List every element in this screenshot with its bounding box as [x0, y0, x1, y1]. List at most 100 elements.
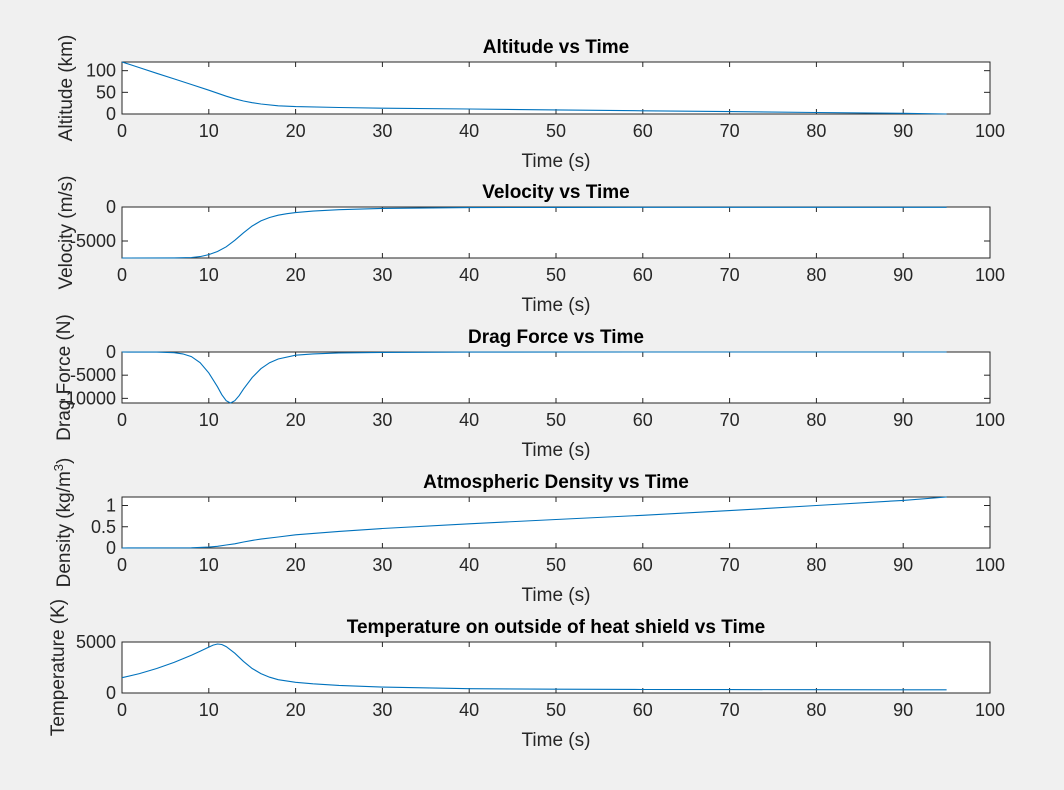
- x-tick-label: 60: [633, 265, 653, 285]
- y-tick-label: 50: [96, 82, 116, 102]
- x-tick-label: 0: [117, 555, 127, 575]
- y-tick-label: 0: [106, 104, 116, 124]
- x-tick-label: 10: [199, 555, 219, 575]
- x-tick-label: 100: [975, 555, 1005, 575]
- y-axis-label: Density (kg/m3): [51, 458, 76, 588]
- x-tick-label: 80: [806, 121, 826, 141]
- x-tick-label: 50: [546, 410, 566, 430]
- series-line: [121, 61, 947, 115]
- x-tick-label: 20: [286, 410, 306, 430]
- y-tick-label: 100: [86, 61, 116, 81]
- y-tick-label: 1: [106, 496, 116, 516]
- x-tick-label: 20: [286, 121, 306, 141]
- y-tick-label: 0: [106, 342, 116, 362]
- x-tick-label: 100: [975, 700, 1005, 720]
- x-tick-label: 30: [372, 410, 392, 430]
- x-axis-label: Time (s): [522, 585, 591, 606]
- x-tick-label: 40: [459, 700, 479, 720]
- series-line: [121, 643, 947, 691]
- series-line: [121, 496, 947, 549]
- subplot-4: 0 10 20 30 40 50 60 70 80 90 100 00.51 Atmospheric D…: [51, 458, 1006, 606]
- chart-title: Velocity vs Time: [482, 182, 630, 203]
- series-line: [121, 351, 947, 404]
- x-tick-label: 50: [546, 555, 566, 575]
- x-tick-label: 30: [372, 265, 392, 285]
- subplot-5: 0 10 20 30 40 50 60 70 80 90 100 0 5000 Temperature o…: [48, 599, 1005, 751]
- x-tick-label: 0: [117, 410, 127, 430]
- x-axis-label: Time (s): [522, 730, 591, 751]
- x-tick-label: 100: [975, 121, 1005, 141]
- x-tick-label: 10: [199, 410, 219, 430]
- plot-area: [121, 641, 991, 694]
- x-tick-label: 10: [199, 700, 219, 720]
- x-tick-label: 100: [975, 265, 1005, 285]
- y-axis-label: Velocity (m/s): [56, 175, 77, 289]
- x-tick-label: 0: [117, 265, 127, 285]
- series-line: [121, 206, 947, 259]
- y-axis-label: Drag Force (N): [54, 314, 75, 441]
- y-axis-label-suffix: ): [54, 458, 75, 464]
- x-tick-label: 90: [893, 121, 913, 141]
- x-tick-label: 60: [633, 410, 653, 430]
- x-axis-label: Time (s): [522, 295, 591, 316]
- x-tick-label: 40: [459, 121, 479, 141]
- x-tick-label: 20: [286, 555, 306, 575]
- x-tick-label: 40: [459, 410, 479, 430]
- x-tick-label: 0: [117, 121, 127, 141]
- x-axis-label: Time (s): [522, 151, 591, 172]
- plot-area: [121, 351, 991, 404]
- x-tick-label: 30: [372, 700, 392, 720]
- y-tick-label: -10000: [60, 388, 116, 408]
- x-tick-label: 60: [633, 121, 653, 141]
- y-axis-label: Temperature (K): [48, 599, 69, 736]
- x-tick-label: 90: [893, 265, 913, 285]
- x-tick-label: 80: [806, 555, 826, 575]
- y-tick-label: 0: [106, 197, 116, 217]
- x-tick-label: 70: [720, 121, 740, 141]
- y-tick-label: 0.5: [91, 517, 116, 537]
- x-tick-label: 100: [975, 410, 1005, 430]
- x-tick-label: 60: [633, 555, 653, 575]
- x-tick-label: 30: [372, 555, 392, 575]
- x-tick-label: 70: [720, 410, 740, 430]
- plot-area: [121, 61, 991, 115]
- x-tick-label: 10: [199, 265, 219, 285]
- y-tick-label: -5000: [70, 231, 116, 251]
- x-tick-label: 90: [893, 700, 913, 720]
- x-tick-label: 80: [806, 265, 826, 285]
- x-tick-label: 80: [806, 700, 826, 720]
- chart-title: Temperature on outside of heat shield vs…: [347, 617, 765, 638]
- x-tick-label: 80: [806, 410, 826, 430]
- x-tick-label: 60: [633, 700, 653, 720]
- x-tick-label: 50: [546, 121, 566, 141]
- x-tick-label: 0: [117, 700, 127, 720]
- chart-title: Altitude vs Time: [483, 37, 629, 58]
- x-tick-label: 90: [893, 410, 913, 430]
- chart-title: Atmospheric Density vs Time: [423, 472, 689, 493]
- plot-area: [121, 496, 991, 549]
- y-tick-label: 0: [106, 683, 116, 703]
- chart-title: Drag Force vs Time: [468, 327, 644, 348]
- x-tick-label: 70: [720, 555, 740, 575]
- y-tick-label: -5000: [70, 365, 116, 385]
- x-tick-label: 70: [720, 700, 740, 720]
- x-tick-label: 20: [286, 700, 306, 720]
- y-axis-label: Altitude (km): [56, 35, 77, 142]
- x-tick-label: 30: [372, 121, 392, 141]
- y-tick-label: 0: [106, 538, 116, 558]
- plot-area: [121, 206, 991, 259]
- y-tick-label: 5000: [76, 632, 116, 652]
- subplot-3: 0 10 20 30 40 50 60 70 80 90 100 -10000 -5000 0 Drag F…: [54, 314, 1005, 461]
- x-tick-label: 70: [720, 265, 740, 285]
- x-tick-label: 90: [893, 555, 913, 575]
- x-tick-label: 10: [199, 121, 219, 141]
- y-axis-label-superscript: 3: [51, 464, 66, 471]
- x-tick-label: 40: [459, 555, 479, 575]
- x-tick-label: 50: [546, 700, 566, 720]
- x-tick-label: 50: [546, 265, 566, 285]
- x-axis-label: Time (s): [522, 440, 591, 461]
